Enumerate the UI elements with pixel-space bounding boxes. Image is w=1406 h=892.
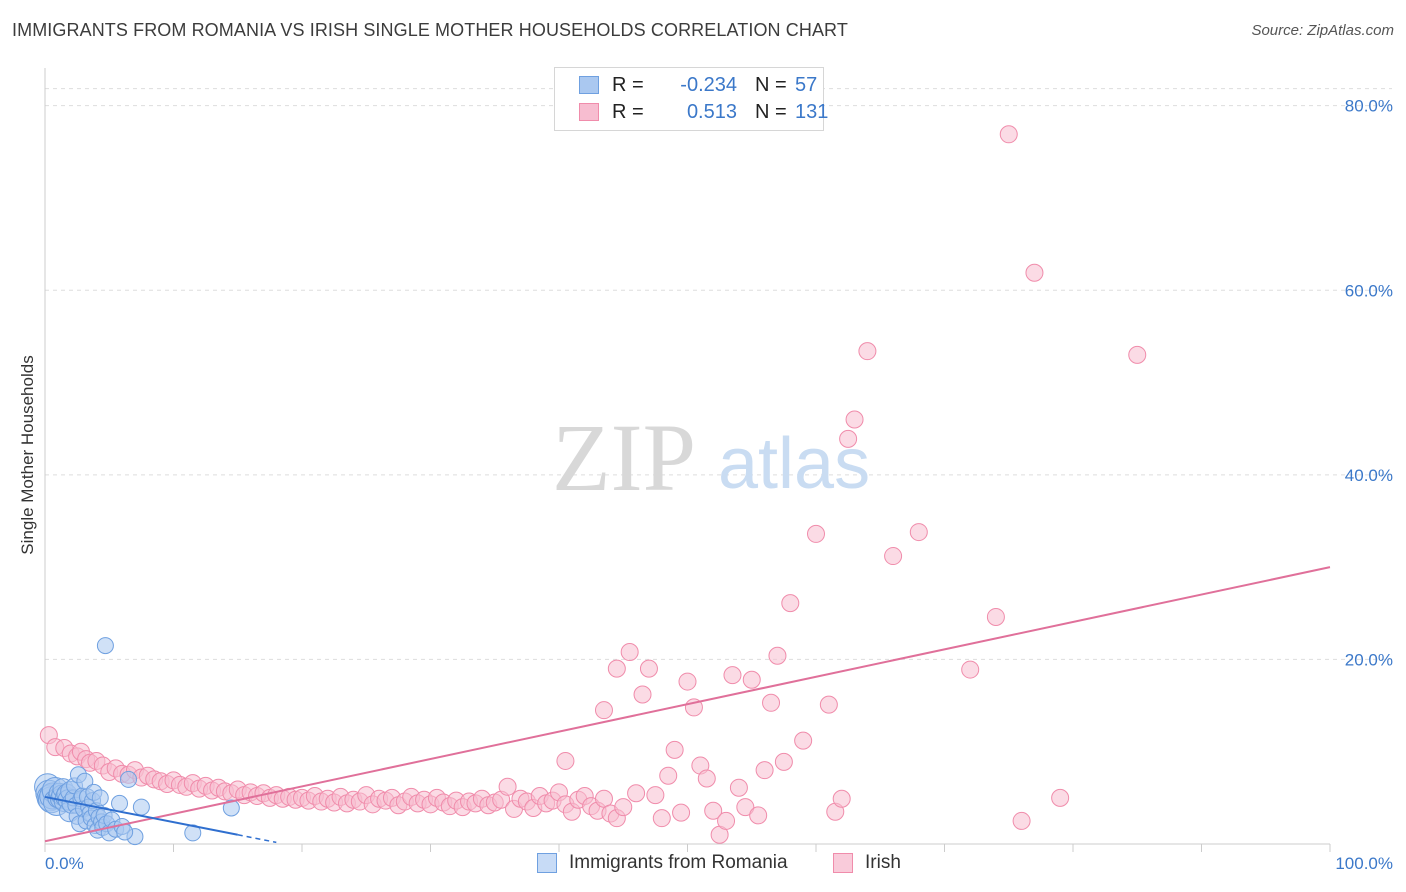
- irish-point: [704, 801, 723, 820]
- irish-point: [736, 798, 755, 817]
- romania-point: [111, 794, 129, 812]
- legend-r-label: R =: [612, 74, 644, 96]
- axes: [44, 68, 1331, 852]
- trend-line-romania-extension: [237, 834, 277, 844]
- irish-point: [498, 777, 517, 796]
- y-tick-label: 20.0%: [1345, 650, 1393, 669]
- irish-point: [646, 786, 665, 805]
- irish-point: [845, 410, 864, 429]
- romania-point: [96, 637, 114, 655]
- irish-point: [1025, 263, 1044, 282]
- irish-point: [627, 784, 646, 803]
- watermark-zip: ZIP: [552, 404, 696, 511]
- romania-point: [222, 799, 240, 817]
- x-tick-labels: 0.0% 100.0%: [45, 854, 1393, 873]
- chart-source: Source: ZipAtlas.com: [1251, 22, 1394, 39]
- irish-point: [768, 646, 787, 665]
- y-tick-label: 60.0%: [1345, 281, 1393, 300]
- irish-point: [1128, 345, 1147, 364]
- trend-line-irish: [44, 566, 1331, 843]
- legend-swatch-romania: [537, 853, 557, 873]
- irish-point: [556, 751, 575, 770]
- irish-point: [794, 731, 813, 750]
- irish-point: [774, 752, 793, 771]
- legend-r-value: -0.234: [680, 74, 737, 96]
- legend-label-romania: Immigrants from Romania: [569, 852, 788, 873]
- irish-point: [665, 740, 684, 759]
- irish-point: [594, 701, 613, 720]
- trend-lines: [44, 566, 1331, 844]
- y-tick-label: 40.0%: [1345, 466, 1393, 485]
- chart-title: IMMIGRANTS FROM ROMANIA VS IRISH SINGLE …: [12, 20, 848, 40]
- irish-point: [717, 811, 736, 830]
- legend-label-irish: Irish: [865, 852, 901, 873]
- stats-legend: R = -0.234 N = 57 R = 0.513 N = 131: [554, 67, 828, 131]
- y-tick-labels: 20.0% 40.0% 60.0% 80.0%: [1345, 97, 1393, 670]
- irish-point: [1051, 788, 1070, 807]
- legend-swatch-irish: [579, 103, 599, 121]
- irish-point: [755, 761, 774, 780]
- irish-point: [729, 778, 748, 797]
- romania-point: [91, 789, 109, 807]
- legend-r-label: R =: [612, 101, 644, 123]
- legend-swatch-romania: [579, 76, 599, 94]
- irish-point: [1012, 811, 1031, 830]
- irish-point: [723, 666, 742, 685]
- legend-n-label: N =: [755, 101, 787, 123]
- irish-point: [633, 685, 652, 704]
- legend-n-value: 57: [795, 74, 818, 96]
- romania-point: [120, 770, 138, 788]
- irish-point: [909, 523, 928, 542]
- irish-point: [614, 798, 633, 817]
- irish-point: [672, 803, 691, 822]
- watermark: ZIP atlas: [552, 404, 870, 511]
- x-tick-label: 100.0%: [1335, 854, 1393, 873]
- legend-r-value: 0.513: [686, 101, 737, 123]
- legend-n-label: N =: [755, 74, 787, 96]
- irish-point: [749, 806, 768, 825]
- irish-point: [781, 594, 800, 613]
- legend-swatch-irish: [833, 853, 853, 873]
- irish-point: [607, 659, 626, 678]
- irish-point: [884, 547, 903, 566]
- irish-point: [961, 660, 980, 679]
- gridlines: [45, 88, 1392, 660]
- irish-point: [762, 693, 781, 712]
- x-tick-label: 0.0%: [45, 854, 84, 873]
- irish-point: [999, 125, 1018, 144]
- irish-point: [620, 643, 639, 662]
- irish-point: [832, 789, 851, 808]
- irish-point: [697, 769, 716, 788]
- irish-point: [639, 659, 658, 678]
- irish-point: [858, 342, 877, 361]
- y-tick-label: 80.0%: [1345, 97, 1393, 116]
- irish-point: [807, 524, 825, 543]
- legend-n-value: 131: [795, 101, 829, 123]
- irish-point: [819, 695, 838, 714]
- irish-point: [742, 670, 761, 689]
- irish-point: [678, 672, 697, 691]
- irish-point: [839, 429, 858, 448]
- trend-line-romania: [44, 795, 238, 836]
- irish-point: [986, 607, 1005, 626]
- irish-point: [652, 809, 671, 828]
- romania-point: [132, 798, 150, 816]
- series-legend: Immigrants from Romania Irish: [0, 852, 1406, 878]
- irish-point: [659, 766, 678, 785]
